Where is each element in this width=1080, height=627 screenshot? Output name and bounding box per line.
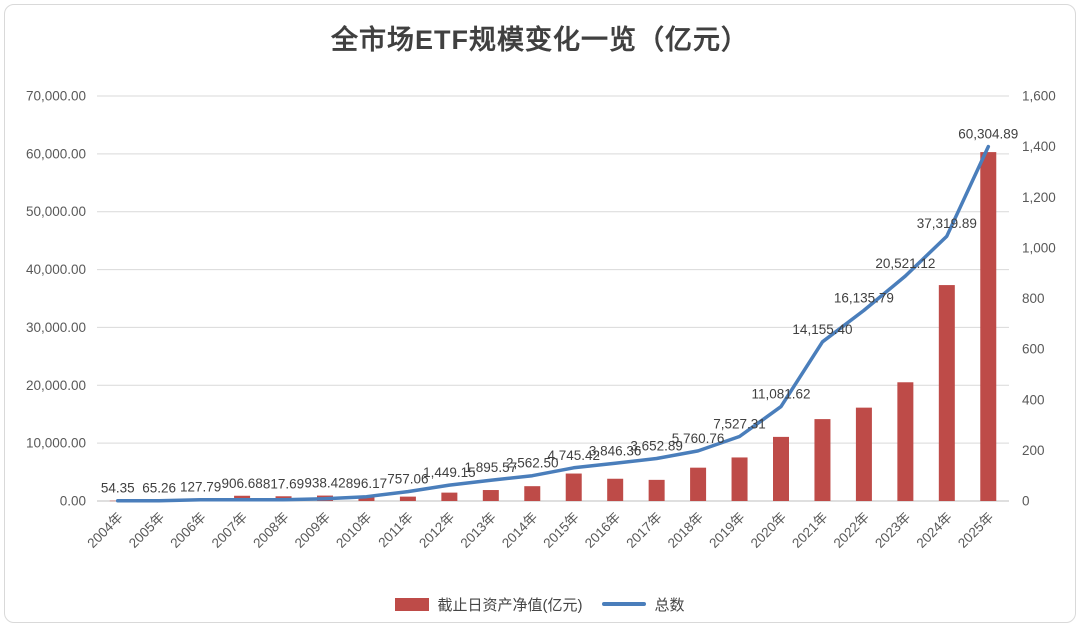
x-axis-label: 2007年 xyxy=(209,510,250,551)
legend-line-swatch-icon xyxy=(602,602,647,606)
bar xyxy=(731,457,748,501)
bar xyxy=(648,479,665,501)
bar-data-label: 906.68 xyxy=(221,476,262,491)
x-axis-label: 2024年 xyxy=(914,510,955,551)
right-axis-tick-label: 1,400 xyxy=(1022,139,1056,154)
bar xyxy=(938,285,955,501)
x-axis-label: 2005年 xyxy=(126,510,167,551)
x-axis-label: 2011年 xyxy=(375,510,416,551)
bar xyxy=(773,436,789,501)
right-axis-tick-label: 1,200 xyxy=(1022,190,1056,205)
bar xyxy=(980,152,997,501)
bar-data-label: 14,155.40 xyxy=(792,322,852,337)
left-axis-tick-label: 0.00 xyxy=(60,494,86,509)
bar xyxy=(524,486,541,501)
bar-data-label: 757.06 xyxy=(387,472,428,487)
x-axis-label: 2022年 xyxy=(831,510,872,551)
x-axis-label: 2021年 xyxy=(789,510,830,551)
bar-data-label: 4,745.42 xyxy=(547,448,600,463)
bar xyxy=(690,467,707,501)
bar-data-label: 5,760.76 xyxy=(672,431,725,446)
bar-data-label: 2,562.50 xyxy=(506,456,559,471)
left-axis-tick-label: 30,000.00 xyxy=(26,320,86,335)
x-axis-label: 2015年 xyxy=(540,510,581,551)
bar-data-label: 20,521.12 xyxy=(875,256,935,271)
left-axis-tick-label: 40,000.00 xyxy=(26,262,86,277)
x-axis-label: 2017年 xyxy=(623,510,664,551)
x-axis-label: 2004年 xyxy=(84,510,125,551)
x-axis-label: 2006年 xyxy=(167,510,208,551)
bar xyxy=(814,419,831,501)
x-axis-label: 2012年 xyxy=(416,510,457,551)
right-axis-tick-label: 1,000 xyxy=(1022,240,1056,255)
legend: 截止日资产净值(亿元) 总数 xyxy=(5,586,1075,622)
bar-data-label: 1,895.57 xyxy=(465,460,518,475)
legend-bar-label: 截止日资产净值(亿元) xyxy=(437,596,583,614)
bar-data-label: 817.69 xyxy=(263,476,304,491)
x-axis-label: 2025年 xyxy=(955,510,996,551)
x-axis-label: 2014年 xyxy=(499,510,540,551)
bar-data-label: 16,135.79 xyxy=(834,290,894,305)
chart-plot-area: 70,000.00 60,000.00 50,000.00 40,000.00 30,0… xyxy=(5,62,1075,586)
chart-card: 全市场ETF规模变化一览（亿元） 70,000.00 60,000.00 50,00… xyxy=(4,4,1076,623)
left-axis-tick-label: 50,000.00 xyxy=(26,204,86,219)
chart-svg: 70,000.00 60,000.00 50,000.00 40,000.00 30,0… xyxy=(26,89,1056,551)
bar-data-label: 7,527.31 xyxy=(713,416,766,431)
x-axis-label: 2008年 xyxy=(250,510,291,551)
bar xyxy=(607,478,624,501)
bar-data-label: 896.17 xyxy=(346,476,387,491)
bar xyxy=(482,490,499,501)
legend-bar-swatch-icon xyxy=(395,597,430,611)
x-axis-label: 2019年 xyxy=(706,510,747,551)
x-axis-label: 2013年 xyxy=(458,510,499,551)
x-axis-label: 2020年 xyxy=(748,510,789,551)
chart-title: 全市场ETF规模变化一览（亿元） xyxy=(331,25,749,55)
right-axis-tick-label: 800 xyxy=(1022,291,1045,306)
bar xyxy=(565,473,582,501)
x-axis-label: 2010年 xyxy=(333,510,374,551)
right-axis-tick-label: 400 xyxy=(1022,392,1045,407)
x-axis-label: 2018年 xyxy=(665,510,706,551)
bar-data-label: 11,081.62 xyxy=(751,387,810,402)
line-series xyxy=(115,144,991,503)
bar-data-label: 60,304.89 xyxy=(958,127,1018,142)
right-axis-tick-label: 1,600 xyxy=(1022,89,1056,104)
left-axis-tick-label: 70,000.00 xyxy=(26,89,86,104)
bar xyxy=(897,382,914,501)
bar-data-label: 54.35 xyxy=(101,481,135,496)
x-axis-label: 2009年 xyxy=(292,510,333,551)
left-axis-tick-label: 20,000.00 xyxy=(26,378,86,393)
right-axis-tick-label: 0 xyxy=(1022,494,1030,509)
bar-data-label: 3,846.36 xyxy=(589,443,642,458)
x-axis-label: 2016年 xyxy=(582,510,623,551)
right-axis-tick-label: 200 xyxy=(1022,443,1045,458)
bar xyxy=(441,492,458,501)
bar-data-label: 65.26 xyxy=(142,481,176,496)
x-axis-label: 2023年 xyxy=(872,510,913,551)
left-axis-tick-label: 60,000.00 xyxy=(26,146,86,161)
bar-data-label: 3,652.89 xyxy=(630,438,683,453)
bar-data-label: 1,449.15 xyxy=(423,465,476,480)
bar-data-label: 127.79 xyxy=(180,480,221,495)
bar-data-label: 938.42 xyxy=(304,476,345,491)
right-axis-tick-label: 600 xyxy=(1022,342,1045,357)
bar xyxy=(399,496,416,501)
bar-data-label: 37,319.89 xyxy=(917,216,977,231)
bar xyxy=(855,407,872,501)
legend-line-label: 总数 xyxy=(654,596,685,614)
left-axis-tick-label: 10,000.00 xyxy=(26,436,86,451)
